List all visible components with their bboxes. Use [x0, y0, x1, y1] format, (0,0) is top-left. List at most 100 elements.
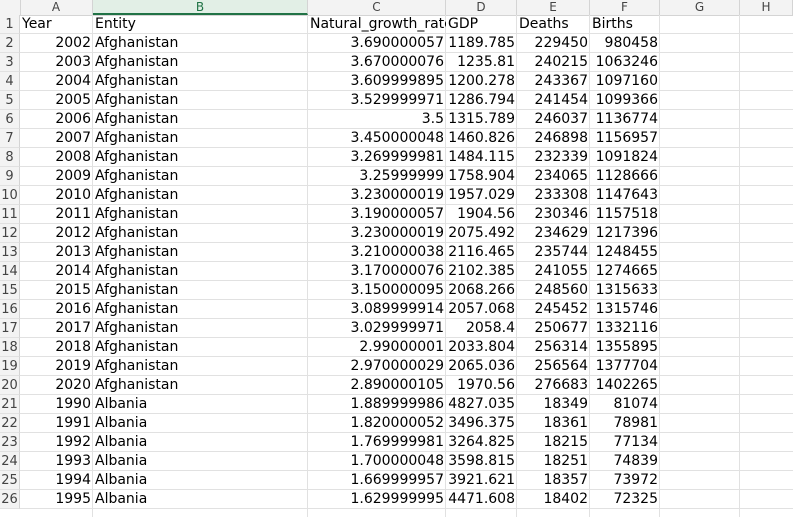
row-header[interactable]: 3	[0, 53, 20, 72]
cell-c12[interactable]: 3.230000019	[350, 225, 444, 241]
cell-f1[interactable]: Births	[592, 16, 633, 32]
cell-e10[interactable]: 233308	[534, 187, 588, 203]
cell-c10[interactable]: 3.230000019	[350, 187, 444, 203]
row-header[interactable]: 18	[0, 338, 20, 357]
cell-c13[interactable]: 3.210000038	[350, 244, 444, 260]
cell-b3[interactable]: Afghanistan	[95, 54, 179, 70]
cell-f21[interactable]: 81074	[613, 396, 658, 412]
cell-d15[interactable]: 2068.266	[448, 282, 515, 298]
cell-b2[interactable]: Afghanistan	[95, 35, 179, 51]
cell-a18[interactable]: 2018	[55, 339, 91, 355]
cell-b6[interactable]: Afghanistan	[95, 111, 179, 127]
cell-a11[interactable]: 2011	[55, 206, 91, 222]
row-header[interactable]: 12	[0, 224, 20, 243]
cell-f12[interactable]: 1217396	[595, 225, 658, 241]
cell-e16[interactable]: 245452	[534, 301, 588, 317]
row-header[interactable]: 6	[0, 110, 20, 129]
cell-b13[interactable]: Afghanistan	[95, 244, 179, 260]
cell-c15[interactable]: 3.150000095	[350, 282, 444, 298]
cell-e21[interactable]: 18349	[543, 396, 588, 412]
cell-c5[interactable]: 3.529999971	[350, 92, 444, 108]
cell-a13[interactable]: 2013	[55, 244, 91, 260]
row-header[interactable]: 19	[0, 357, 20, 376]
cell-e12[interactable]: 234629	[534, 225, 588, 241]
cell-c11[interactable]: 3.190000057	[350, 206, 444, 222]
cell-e5[interactable]: 241454	[534, 92, 588, 108]
cell-a14[interactable]: 2014	[55, 263, 91, 279]
cell-b5[interactable]: Afghanistan	[95, 92, 179, 108]
select-all-corner[interactable]	[0, 0, 21, 15]
cell-d26[interactable]: 4471.608	[448, 491, 515, 507]
cell-b20[interactable]: Afghanistan	[95, 377, 179, 393]
cell-f10[interactable]: 1147643	[595, 187, 658, 203]
cell-d22[interactable]: 3496.375	[448, 415, 515, 431]
row-header[interactable]: 11	[0, 205, 20, 224]
cell-c1[interactable]: Natural_growth_rate	[310, 16, 446, 32]
cell-a17[interactable]: 2017	[55, 320, 91, 336]
row-header[interactable]: 23	[0, 433, 20, 452]
cell-f6[interactable]: 1136774	[595, 111, 658, 127]
cell-c16[interactable]: 3.089999914	[350, 301, 444, 317]
cell-c21[interactable]: 1.889999986	[350, 396, 444, 412]
cell-b23[interactable]: Albania	[95, 434, 148, 450]
cell-d11[interactable]: 1904.56	[457, 206, 515, 222]
cell-c7[interactable]: 3.450000048	[350, 130, 444, 146]
row-header[interactable]: 17	[0, 319, 20, 338]
cell-a25[interactable]: 1994	[55, 472, 91, 488]
cell-a3[interactable]: 2003	[55, 54, 91, 70]
row-header[interactable]: 5	[0, 91, 20, 110]
column-header-a[interactable]: A	[20, 0, 93, 15]
cell-b18[interactable]: Afghanistan	[95, 339, 179, 355]
cell-c20[interactable]: 2.890000105	[350, 377, 444, 393]
cell-c9[interactable]: 3.25999999	[359, 168, 444, 184]
cell-d12[interactable]: 2075.492	[448, 225, 515, 241]
cell-f17[interactable]: 1332116	[595, 320, 658, 336]
cell-b14[interactable]: Afghanistan	[95, 263, 179, 279]
cell-d18[interactable]: 2033.804	[448, 339, 515, 355]
cell-c6[interactable]: 3.5	[421, 111, 444, 127]
cell-e4[interactable]: 243367	[534, 73, 588, 89]
cell-b17[interactable]: Afghanistan	[95, 320, 179, 336]
cell-f25[interactable]: 73972	[613, 472, 658, 488]
cell-e2[interactable]: 229450	[534, 35, 588, 51]
cell-a22[interactable]: 1991	[55, 415, 91, 431]
cell-e13[interactable]: 235744	[534, 244, 588, 260]
row-header[interactable]: 24	[0, 452, 20, 471]
cell-f23[interactable]: 77134	[613, 434, 658, 450]
cell-d5[interactable]: 1286.794	[448, 92, 515, 108]
row-header[interactable]: 22	[0, 414, 20, 433]
cell-e11[interactable]: 230346	[534, 206, 588, 222]
row-header[interactable]: 14	[0, 262, 20, 281]
cell-b24[interactable]: Albania	[95, 453, 148, 469]
row-header[interactable]: 13	[0, 243, 20, 262]
cell-d2[interactable]: 1189.785	[448, 35, 515, 51]
row-header[interactable]: 20	[0, 376, 20, 395]
row-header[interactable]: 8	[0, 148, 20, 167]
cell-d8[interactable]: 1484.115	[448, 149, 515, 165]
cell-d13[interactable]: 2116.465	[448, 244, 515, 260]
cell-c23[interactable]: 1.769999981	[350, 434, 444, 450]
cell-a23[interactable]: 1992	[55, 434, 91, 450]
cell-a21[interactable]: 1990	[55, 396, 91, 412]
cell-e9[interactable]: 234065	[534, 168, 588, 184]
column-header-b[interactable]: B	[93, 0, 308, 15]
cell-c14[interactable]: 3.170000076	[350, 263, 444, 279]
row-header[interactable]: 26	[0, 490, 20, 509]
cell-d1[interactable]: GDP	[448, 16, 479, 32]
cell-f26[interactable]: 72325	[613, 491, 658, 507]
cell-a9[interactable]: 2009	[55, 168, 91, 184]
row-header[interactable]: 15	[0, 281, 20, 300]
cell-b9[interactable]: Afghanistan	[95, 168, 179, 184]
cell-c25[interactable]: 1.669999957	[350, 472, 444, 488]
cell-b1[interactable]: Entity	[95, 16, 136, 32]
cell-c4[interactable]: 3.609999895	[350, 73, 444, 89]
cell-a24[interactable]: 1993	[55, 453, 91, 469]
row-header[interactable]: 10	[0, 186, 20, 205]
cell-b15[interactable]: Afghanistan	[95, 282, 179, 298]
cell-f19[interactable]: 1377704	[595, 358, 658, 374]
cell-e7[interactable]: 246898	[534, 130, 588, 146]
cell-e20[interactable]: 276683	[534, 377, 588, 393]
cell-a19[interactable]: 2019	[55, 358, 91, 374]
cell-d25[interactable]: 3921.621	[448, 472, 515, 488]
